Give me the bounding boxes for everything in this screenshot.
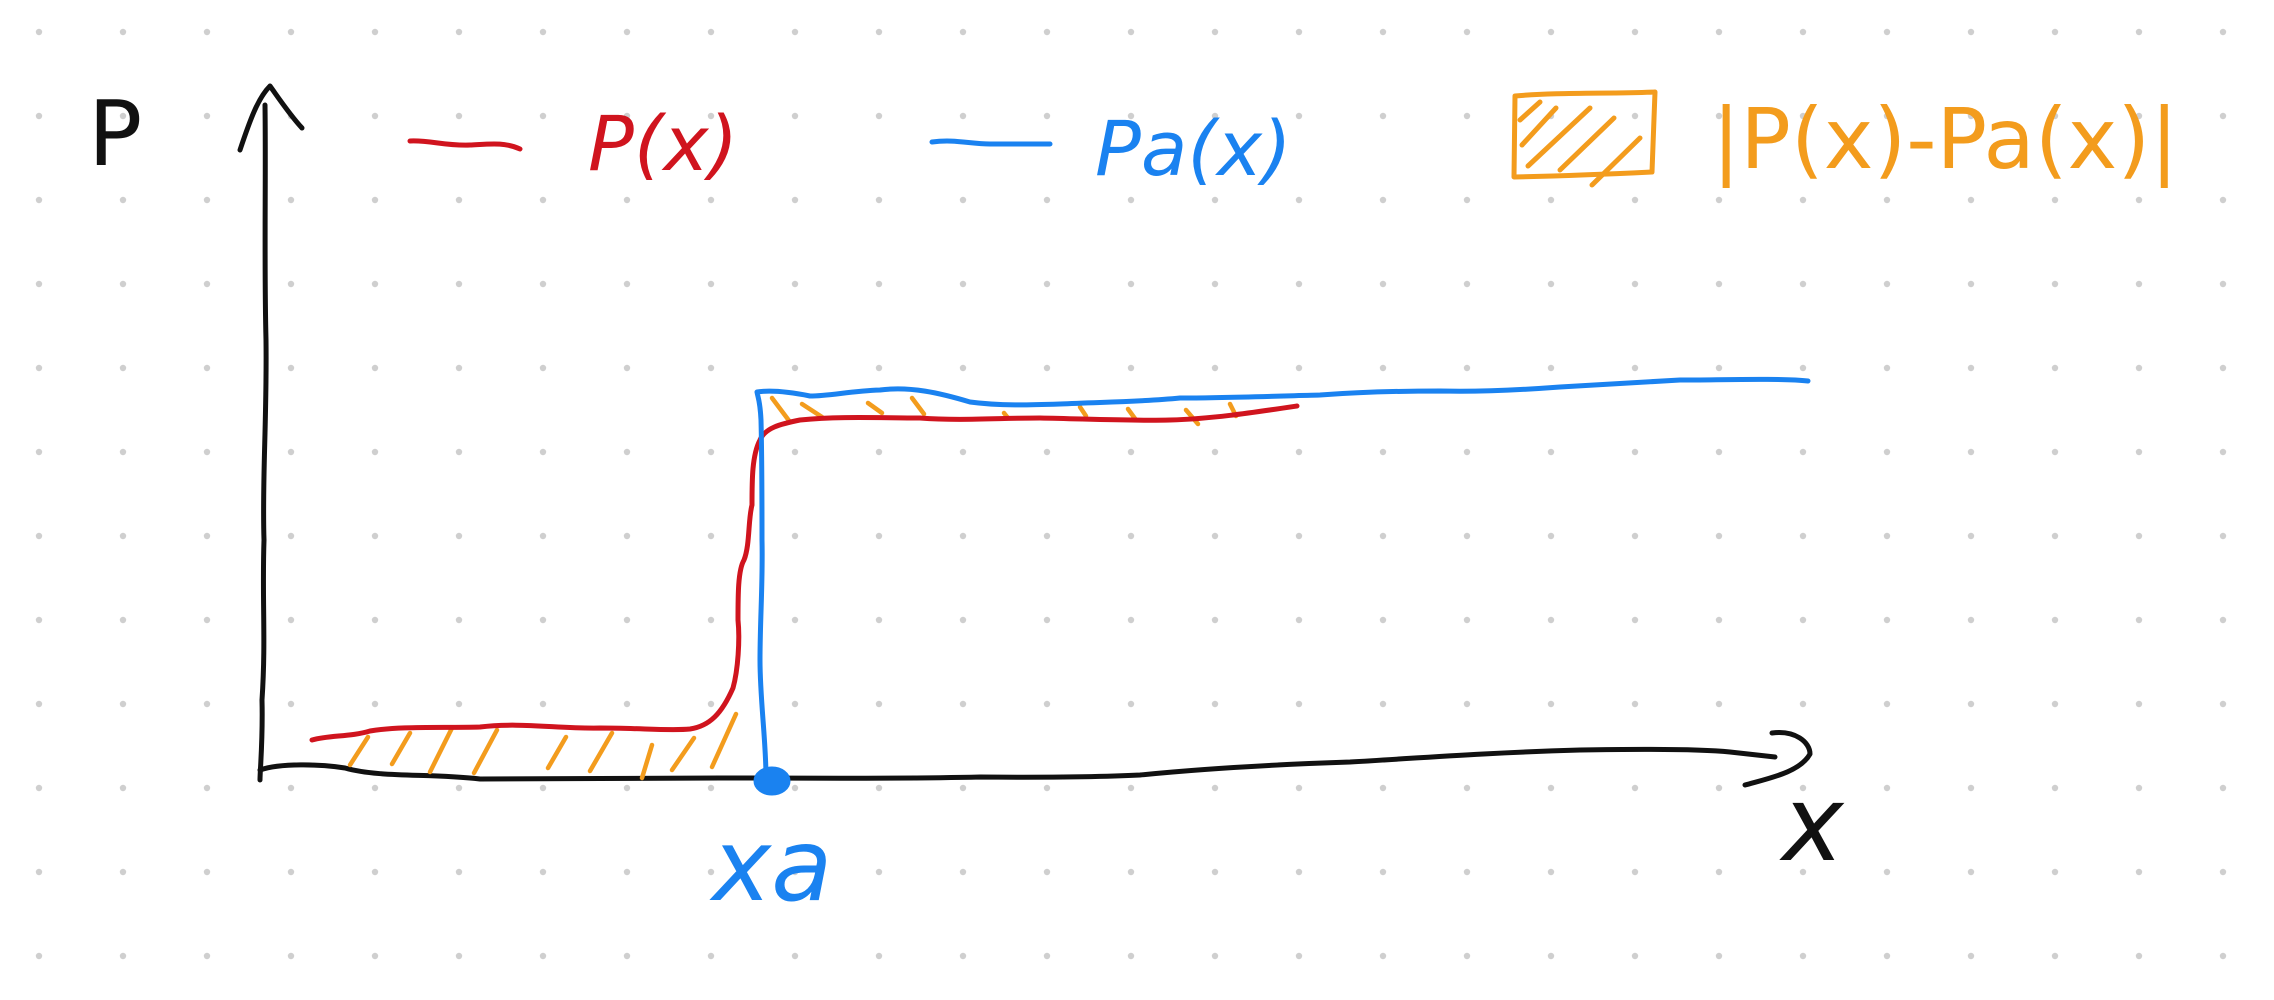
legend-blue-line (929, 138, 1053, 147)
legend-orange-label: |P(x)-Pa(x)| (1712, 90, 2178, 188)
xa-point-marker (753, 766, 791, 796)
blue-curve-pa-of-x (754, 376, 1811, 781)
xa-label: xa (709, 807, 832, 924)
legend: P(x) Pa(x) |P(x)-Pa(x)| (407, 89, 2178, 193)
legend-red-line (407, 138, 523, 152)
legend-red-label: P(x) (588, 99, 738, 188)
axes (237, 83, 1813, 788)
legend-blue-label: Pa(x) (1095, 104, 1292, 193)
x-axis-label: x (1779, 763, 1845, 885)
y-axis-arrowhead (237, 83, 305, 153)
x-axis-line (257, 746, 1778, 782)
x-axis-arrowhead (1742, 730, 1813, 788)
red-curve-p-of-x (309, 403, 1300, 743)
legend-orange-hatch-icon (1511, 89, 1658, 188)
y-axis-line (257, 102, 269, 783)
y-axis-label: P (88, 82, 142, 187)
